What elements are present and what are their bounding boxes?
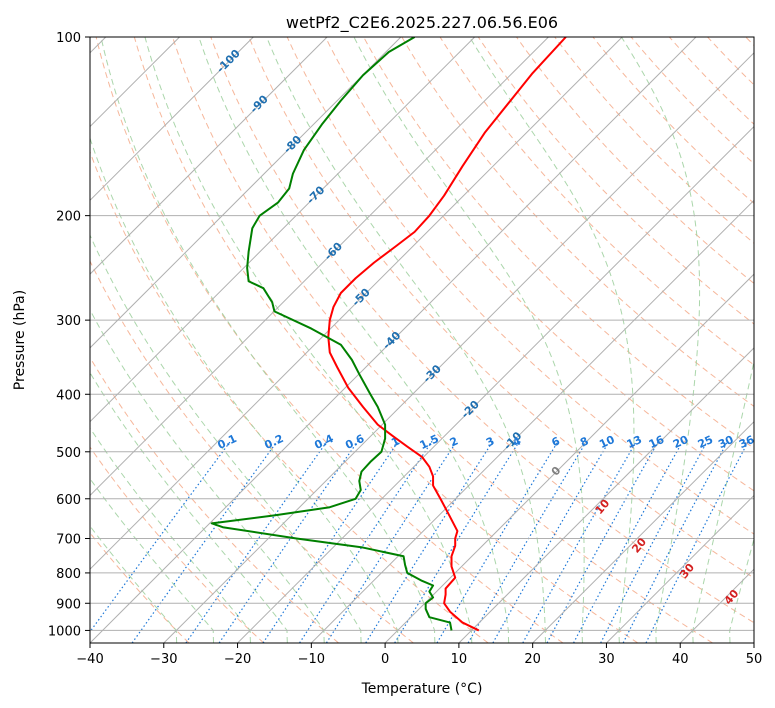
mixing-ratio-label: 13 [625, 433, 644, 451]
x-tick-label: −10 [298, 652, 325, 667]
moist-adiabat-line [90, 525, 178, 643]
moist-adiabat-line [729, 537, 754, 643]
mixing-ratio-label: 36 [737, 433, 757, 451]
moist-adiabat-line [90, 136, 399, 643]
x-tick-label: 30 [598, 652, 615, 667]
isotherm-line [90, 37, 402, 349]
dry-adiabat-line [133, 37, 639, 643]
y-tick-label: 300 [56, 314, 81, 329]
mixing-ratio-label: 25 [696, 433, 715, 451]
y-tick-label: 700 [56, 533, 81, 548]
x-tick-label: 0 [381, 652, 389, 667]
x-tick-label: 50 [746, 652, 763, 667]
x-tick-label: 40 [672, 652, 689, 667]
mixing-ratio-line [467, 440, 588, 643]
isotherm-line [90, 37, 549, 497]
plot-frame [89, 36, 755, 644]
dry-adiabat-line [516, 37, 754, 285]
dry-adiabat-line [90, 446, 265, 643]
isotherm-line [458, 347, 754, 643]
y-tick-label: 400 [56, 388, 81, 403]
moist-adiabat-line [144, 37, 473, 643]
isotherm-line [90, 37, 623, 570]
mixing-ratio-line [90, 440, 231, 633]
moist-adiabat-line [90, 233, 362, 643]
mixing-ratio-line [262, 440, 399, 643]
mixing-ratio-line [218, 440, 359, 643]
dewpoint-profile-line [210, 37, 453, 631]
dry-adiabat-line [248, 37, 754, 579]
isotherm-gridlines [90, 37, 754, 643]
moist-adiabat-line [90, 371, 288, 643]
moist-adiabat-line [90, 308, 325, 643]
mixing-ratio-line [522, 440, 637, 643]
x-tick-label: 20 [524, 652, 541, 667]
moist-adiabat-line [621, 37, 701, 643]
y-tick-label: 100 [56, 31, 81, 46]
mixing-ratio-label: 20 [671, 433, 691, 451]
dry-adiabat-line [401, 37, 754, 407]
y-tick-label: 1000 [48, 624, 81, 639]
isotherm-line [606, 494, 754, 643]
dry-adiabat-line [630, 37, 754, 165]
mixing-ratio-lines [90, 440, 749, 643]
moist-adiabat-line [692, 359, 754, 643]
mixing-ratio-line [325, 440, 458, 643]
mixing-ratio-label: 30 [716, 433, 736, 451]
x-tick-label: −30 [150, 652, 177, 667]
isotherm-line [237, 125, 754, 643]
dry-adiabat-line [210, 37, 754, 624]
y-tick-label: 500 [56, 446, 81, 461]
moist-adiabat-line [90, 427, 251, 643]
isotherm-line [532, 420, 754, 643]
mixing-ratio-label: 10 [597, 433, 617, 451]
y-tick-label: 600 [56, 493, 81, 508]
isotherm-line [163, 52, 754, 643]
mixing-ratio-line [492, 440, 610, 643]
mixing-ratio-line [185, 440, 328, 643]
isotherm-line [310, 199, 754, 643]
isotherm-line [90, 37, 254, 202]
y-tick-label: 200 [56, 210, 81, 225]
isotherm-line [384, 273, 754, 643]
mixing-ratio-line [299, 440, 433, 643]
x-tick-label: −20 [224, 652, 251, 667]
x-tick-label: 10 [451, 652, 468, 667]
x-tick-label: −40 [76, 652, 103, 667]
profile-series [210, 37, 567, 632]
x-axis-label: Temperature (°C) [361, 681, 483, 697]
mixing-ratio-label: 16 [647, 433, 667, 451]
isotherm-line [90, 37, 697, 643]
y-axis: 100 200 300 400 500 600 700 800 900 1000 [48, 31, 90, 639]
plot-area: -100-90-80-70-60-50-40-30-20-1000.1 0.2 0.… [90, 37, 757, 643]
y-tick-label: 800 [56, 567, 81, 582]
x-axis: −40 −30 −20 −10 0 10 20 30 40 50 [76, 643, 762, 667]
mixing-ratio-line [436, 440, 559, 643]
moist-adiabat-line [100, 37, 436, 643]
moist-adiabat-line [90, 477, 215, 643]
chart-title: wetPf2_C2E6.2025.227.06.56.E06 [286, 13, 558, 33]
moist-adiabat-line [198, 37, 510, 643]
y-tick-label: 900 [56, 597, 81, 612]
moist-adiabats [90, 37, 754, 643]
dry-adiabat-line [324, 37, 754, 492]
mixing-ratio-line [365, 440, 494, 643]
moist-adiabat-line [266, 37, 547, 643]
isobar-gridlines [90, 37, 754, 631]
mixing-ratio-line [573, 440, 684, 643]
mixing-ratio-line [131, 440, 278, 643]
isotherm-line [90, 37, 476, 423]
mixing-ratio-line [546, 440, 660, 643]
moist-adiabat-line [353, 37, 585, 643]
isotherm-line [90, 37, 328, 275]
y-axis-label: Pressure (hPa) [12, 290, 28, 390]
